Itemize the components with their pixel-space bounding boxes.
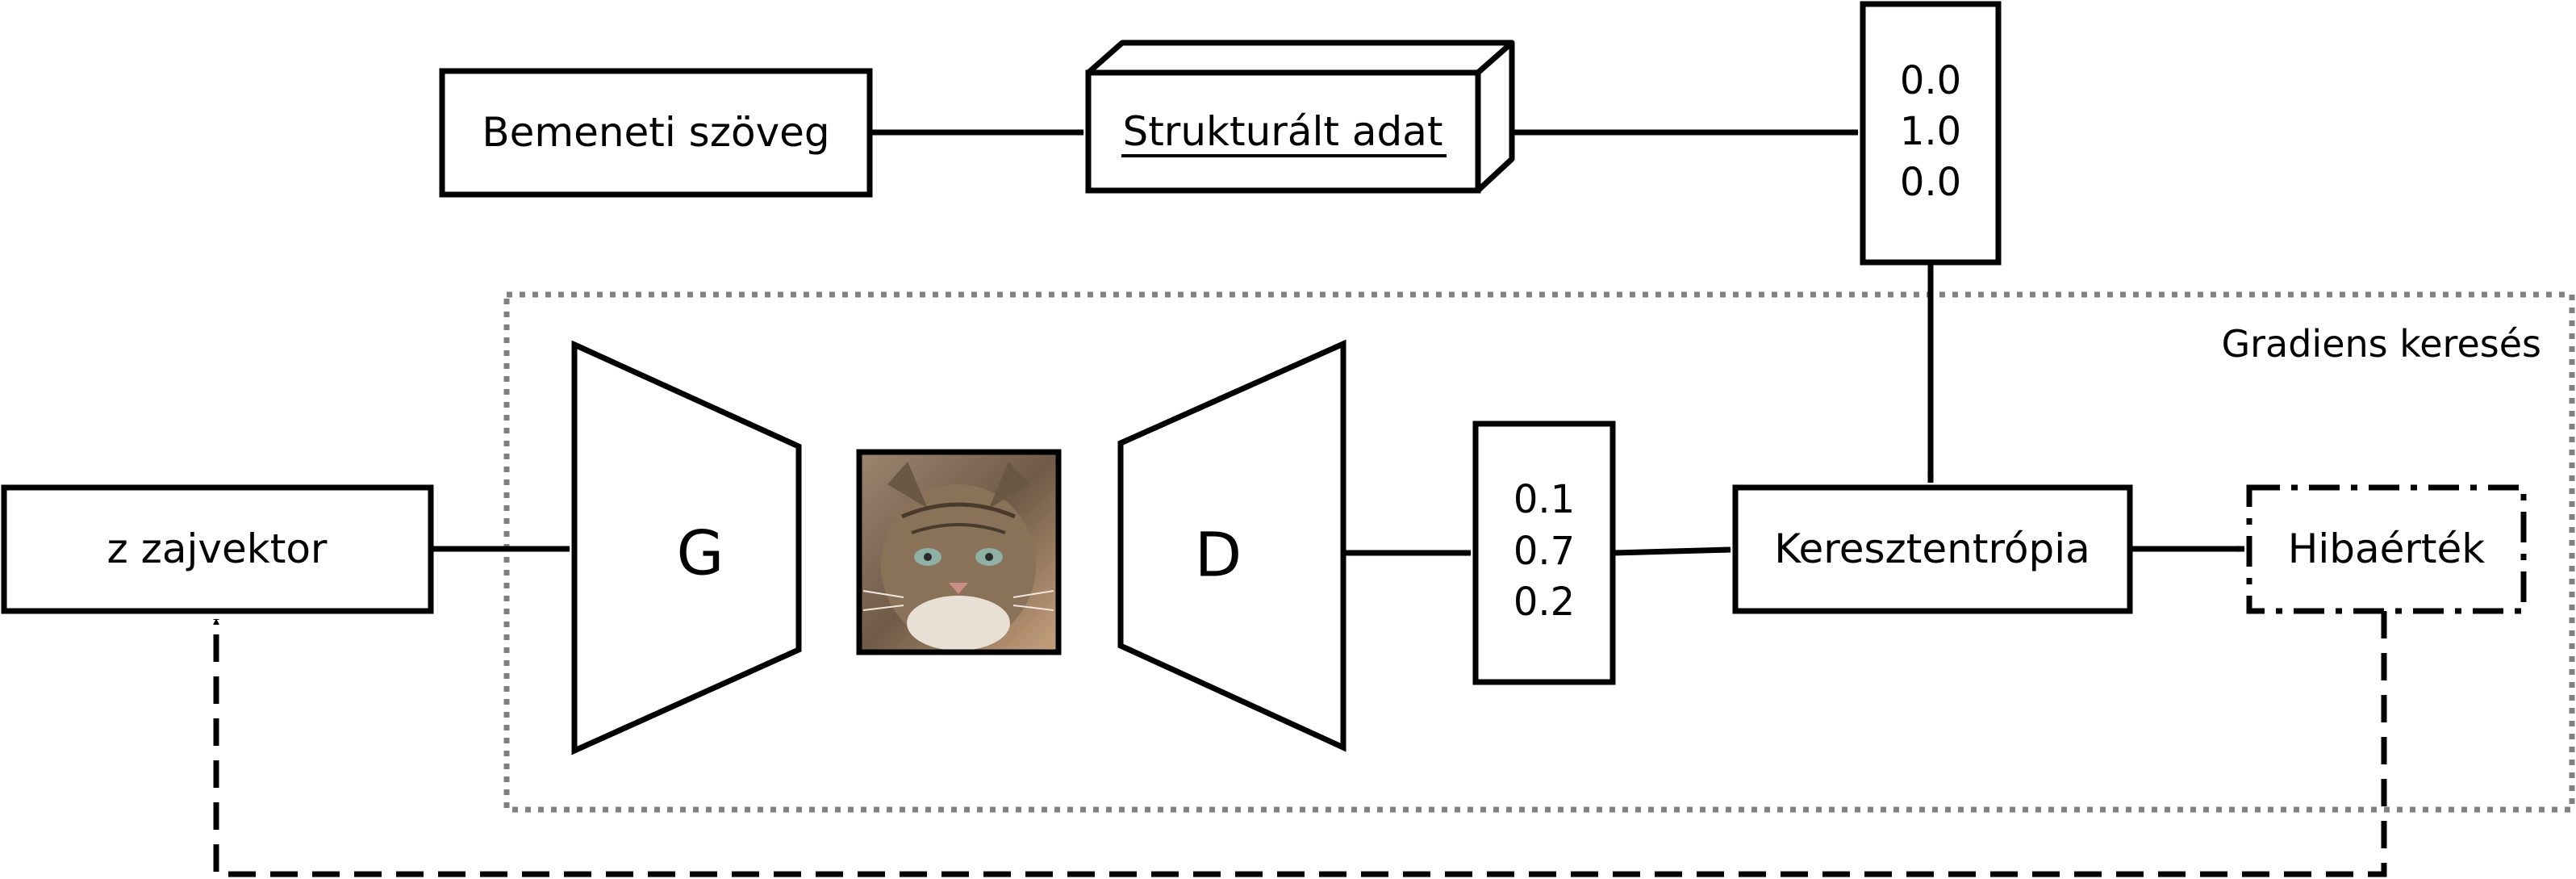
target-vector-value: 1.0 <box>1900 109 1961 154</box>
cross-entropy-label: Keresztentrópia <box>1774 525 2090 572</box>
noise-vector-label: z zajvektor <box>107 525 328 572</box>
structured-data-top-face <box>1085 40 1515 76</box>
gradient-search-region <box>503 291 2575 813</box>
output-vector-box: 0.1 0.7 0.2 <box>1472 421 1616 685</box>
error-value-label: Hibaérték <box>2288 525 2486 572</box>
feedback-loop-arrow <box>213 611 2387 877</box>
generator-label: G <box>677 517 724 589</box>
noise-vector-box: z zajvektor <box>1 484 434 614</box>
discriminator-label: D <box>1195 519 1242 591</box>
input-text-label: Bemeneti szöveg <box>482 109 829 156</box>
structured-data-label: Strukturált adat <box>1122 108 1442 155</box>
target-vector-value: 0.0 <box>1900 58 1961 103</box>
generated-cat-image <box>856 449 1062 655</box>
input-text-box: Bemeneti szöveg <box>439 68 873 198</box>
error-value-box: Hibaérték <box>2246 484 2527 614</box>
target-vector-value: 0.0 <box>1900 160 1961 205</box>
cross-entropy-box: Keresztentrópia <box>1732 484 2133 614</box>
output-vector-value: 0.2 <box>1513 580 1575 625</box>
generator-block: G <box>571 340 802 756</box>
output-vector-value: 0.7 <box>1513 529 1575 574</box>
output-vector-value: 0.1 <box>1513 477 1575 522</box>
discriminator-block: D <box>1117 339 1346 752</box>
structured-data-box: Strukturált adat <box>1085 40 1515 194</box>
gradient-search-label: Gradiens keresés <box>2221 322 2541 366</box>
target-vector-box: 0.0 1.0 0.0 <box>1860 1 2002 266</box>
arrow-output-to-crossentropy <box>1613 546 1731 556</box>
structured-data-side-face <box>1475 40 1515 194</box>
